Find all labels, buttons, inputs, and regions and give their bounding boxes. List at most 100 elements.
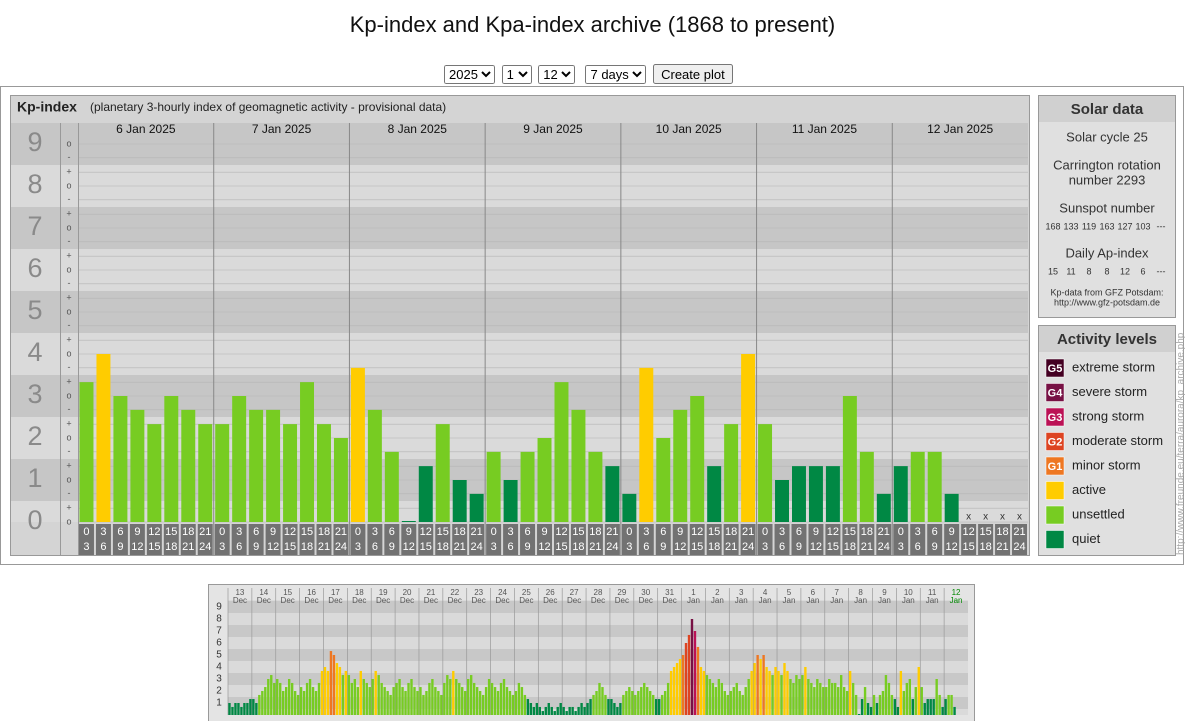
bar [672, 667, 676, 715]
bar [944, 493, 959, 522]
bar [550, 706, 553, 715]
hour-label: 18 [182, 526, 194, 538]
bar [431, 679, 434, 715]
bar [640, 687, 643, 715]
bar [681, 655, 685, 715]
bar [532, 706, 536, 715]
bar [356, 687, 359, 715]
bar [854, 694, 858, 715]
bar [452, 670, 455, 715]
bar [876, 493, 891, 522]
hour-box [418, 524, 434, 555]
bar [893, 466, 908, 522]
carrington: Carrington rotation [1053, 157, 1161, 172]
levels-header [1039, 326, 1175, 352]
bar [287, 679, 291, 715]
hour-box [570, 524, 586, 555]
bar [410, 679, 413, 715]
hour-box [757, 524, 773, 555]
bar [300, 382, 314, 522]
bar [714, 687, 718, 715]
hour-label: 18 [861, 526, 873, 538]
bar [625, 691, 628, 715]
hour-box [961, 524, 977, 555]
day-label: 11 [928, 588, 937, 597]
bar [458, 682, 461, 715]
hour-label: 3 [236, 526, 242, 538]
bar [305, 682, 309, 715]
hour-label: 6 [372, 541, 378, 553]
hour-label: 18 [572, 541, 584, 553]
bar [762, 655, 765, 715]
bar [911, 699, 914, 715]
missing-mark: x [983, 512, 988, 523]
bar [839, 675, 843, 715]
y-tick-label: 6 [216, 638, 222, 649]
bar [926, 699, 929, 715]
bar [726, 694, 729, 715]
month-label: Jan [783, 596, 796, 605]
bar [666, 682, 670, 715]
hour-label: 6 [524, 526, 530, 538]
bar [350, 367, 365, 522]
year-select[interactable]: 2025 [444, 64, 495, 84]
hour-label: 6 [253, 526, 259, 538]
bar [249, 699, 252, 715]
day-label: 12 [952, 588, 961, 597]
day-label: 21 [426, 588, 435, 597]
bar [825, 466, 840, 522]
bar [780, 675, 783, 715]
day-label: 1 [691, 588, 696, 597]
hour-label: 18 [318, 526, 330, 538]
solar-panel [1038, 95, 1176, 318]
bar [953, 706, 956, 715]
bar [374, 670, 377, 715]
hour-label: 15 [420, 541, 432, 553]
bar [684, 643, 688, 715]
month-select[interactable]: 1 [501, 64, 532, 84]
bar [690, 396, 705, 522]
month-label: Jan [830, 596, 843, 605]
bar [469, 675, 473, 715]
hour-label: 18 [725, 526, 737, 538]
hour-box [282, 524, 298, 555]
bar [758, 424, 773, 522]
y-tick-label: 3 [216, 674, 222, 685]
bar [819, 682, 822, 715]
hour-box [435, 524, 451, 555]
minor-tick-label: + [66, 377, 71, 387]
minor-tick-label: o [66, 180, 71, 190]
bar [574, 711, 577, 715]
span-select[interactable]: 7 days [585, 64, 647, 84]
bar [435, 424, 450, 522]
create-plot-button[interactable]: Create plot [653, 64, 733, 84]
bar [654, 699, 658, 715]
hour-label: 18 [437, 541, 449, 553]
bar [446, 675, 449, 715]
hour-label: 3 [372, 526, 378, 538]
bar [613, 703, 616, 715]
bar [517, 682, 521, 715]
bar [505, 687, 509, 715]
day-label: 15 [283, 588, 292, 597]
bar [481, 694, 485, 715]
bar [571, 706, 574, 715]
y-tick-label: 1 [216, 698, 222, 709]
grid-band [228, 637, 968, 649]
hour-box [995, 524, 1011, 555]
bar [416, 691, 419, 715]
hour-label: 3 [508, 526, 514, 538]
bar [831, 682, 834, 715]
hour-label: 9 [949, 526, 955, 538]
bar [586, 703, 589, 715]
hour-label: 3 [762, 541, 768, 553]
day-select[interactable]: 12 [538, 64, 576, 84]
bar [950, 694, 953, 715]
bar [428, 682, 431, 715]
month-label: Dec [472, 596, 486, 605]
bar [869, 706, 873, 715]
bar [487, 679, 491, 715]
bar [929, 699, 932, 715]
day-label: 10 Jan 2025 [656, 122, 722, 136]
hour-label: 24 [335, 541, 347, 553]
